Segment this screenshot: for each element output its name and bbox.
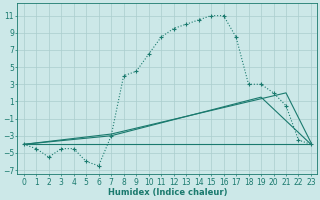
X-axis label: Humidex (Indice chaleur): Humidex (Indice chaleur) xyxy=(108,188,227,197)
